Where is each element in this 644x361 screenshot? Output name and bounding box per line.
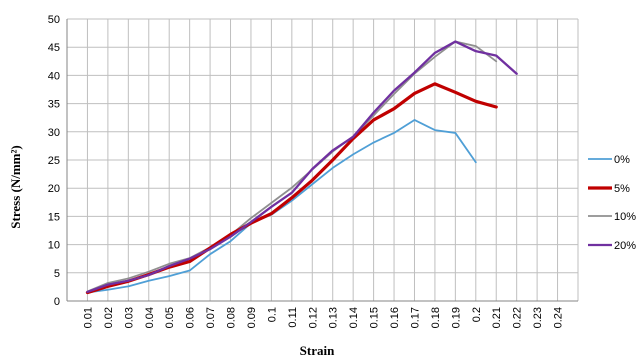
- x-tick-label: 0.09: [246, 307, 258, 328]
- x-tick-label: 0.18: [430, 307, 442, 328]
- y-tick-label: 45: [48, 42, 60, 54]
- x-tick-label: 0.22: [512, 307, 524, 328]
- x-tick-label: 0.08: [226, 307, 238, 328]
- y-tick-label: 15: [48, 211, 60, 223]
- x-tick-label: 0.03: [123, 307, 135, 328]
- x-tick-label: 0.14: [348, 307, 360, 328]
- legend: 0% 5% 10% 20%: [588, 154, 636, 252]
- y-tick-label: 20: [48, 183, 60, 195]
- x-tick-label: 0.19: [450, 307, 462, 328]
- y-tick-label: 30: [48, 127, 60, 139]
- y-tick-label: 40: [48, 70, 60, 82]
- x-tick-label: 0.23: [532, 307, 544, 328]
- x-tick-label: 0.06: [185, 307, 197, 328]
- x-axis-title: Strain: [300, 343, 335, 358]
- y-axis-ticks: 0 5 10 15 20 25 30 35 40 45 50: [48, 14, 60, 308]
- x-tick-label: 0.15: [369, 307, 381, 328]
- y-tick-label: 10: [48, 240, 60, 252]
- x-tick-label: 0.21: [491, 307, 503, 328]
- x-tick-label: 0.04: [144, 307, 156, 328]
- x-tick-label: 0.17: [409, 307, 421, 328]
- x-tick-label: 0.13: [328, 307, 340, 328]
- x-tick-label: 0.02: [103, 307, 115, 328]
- legend-label: 10%: [614, 211, 636, 223]
- legend-label: 5%: [614, 183, 630, 195]
- series-line-20pct: [86, 40, 518, 294]
- x-tick-label: 0.05: [164, 307, 176, 328]
- y-tick-label: 5: [54, 268, 60, 280]
- x-tick-label: 0.24: [553, 307, 565, 328]
- series-lines: [85, 40, 518, 295]
- legend-label: 20%: [614, 240, 636, 252]
- x-tick-label: 0.01: [82, 307, 94, 328]
- y-tick-label: 35: [48, 99, 60, 111]
- x-tick-label: 0.11: [287, 307, 299, 328]
- x-tick-label: 0.12: [307, 307, 319, 328]
- y-tick-label: 0: [54, 296, 60, 308]
- x-tick-label: 0.16: [389, 307, 401, 328]
- y-axis-title: Stress (N/mm²): [8, 145, 23, 228]
- y-tick-label: 25: [48, 155, 60, 167]
- legend-label: 0%: [614, 154, 630, 166]
- x-axis-ticks: 0.01 0.02 0.03 0.04 0.05 0.06 0.07 0.08 0.09 0.1 0…: [82, 307, 564, 328]
- x-tick-label: 0.1: [266, 307, 278, 322]
- series-line-10pct: [86, 40, 498, 293]
- y-tick-label: 50: [48, 14, 60, 26]
- x-tick-label: 0.2: [471, 307, 483, 322]
- x-tick-label: 0.07: [205, 307, 217, 328]
